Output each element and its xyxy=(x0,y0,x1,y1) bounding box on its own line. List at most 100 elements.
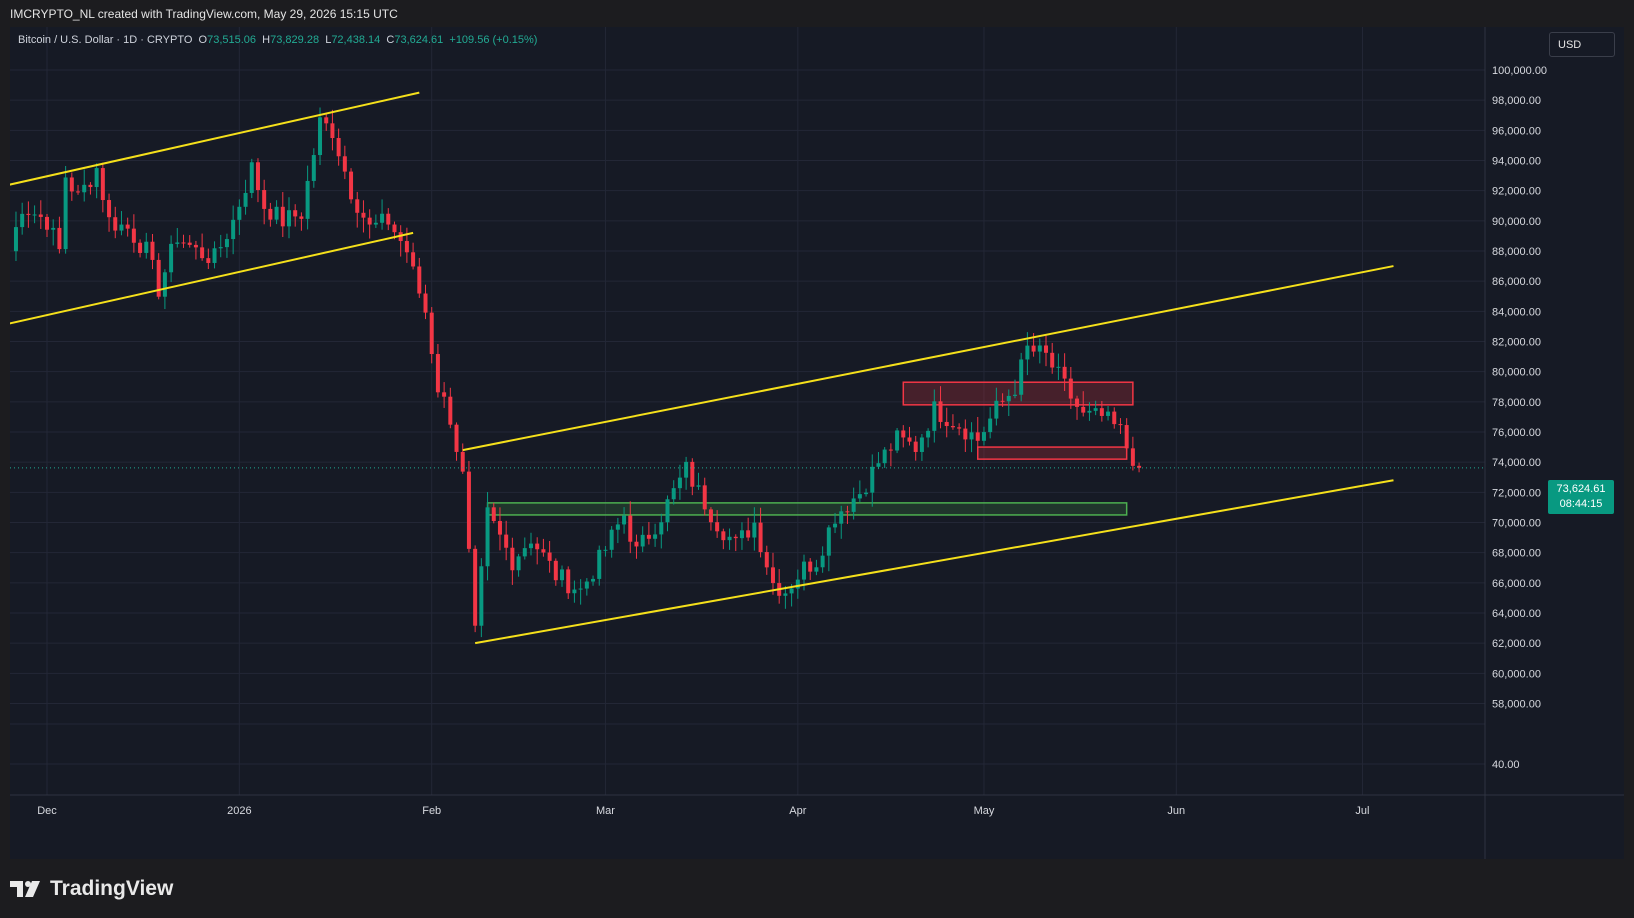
candle-body xyxy=(634,541,639,547)
price-axis-tick-label: 76,000.00 xyxy=(1492,427,1541,439)
candle-body xyxy=(380,213,385,223)
price-axis-tick-label: 72,000.00 xyxy=(1492,487,1541,499)
candle-body xyxy=(1099,408,1104,416)
candle-body xyxy=(361,212,366,218)
time-axis-label: Jul xyxy=(1355,805,1369,817)
candle-body xyxy=(572,589,577,594)
candle-body xyxy=(988,418,993,433)
candle-body xyxy=(131,228,136,243)
candle-body xyxy=(907,437,912,442)
candle-body xyxy=(448,396,453,425)
candle-body xyxy=(243,192,248,207)
candle-body xyxy=(249,162,254,193)
symbol-legend: Bitcoin / U.S. Dollar · 1D · CRYPTO O73,… xyxy=(18,34,537,46)
tradingview-logo[interactable]: TradingView xyxy=(10,877,173,901)
currency-button[interactable]: USD xyxy=(1549,32,1615,57)
price-axis-tick-label: 64,000.00 xyxy=(1492,608,1541,620)
candle-body xyxy=(435,354,440,393)
trendline xyxy=(462,265,1394,452)
candle-body xyxy=(1006,395,1011,402)
price-axis-tick-label: 74,000.00 xyxy=(1492,457,1541,469)
last-price-tag: 73,624.61 08:44:15 xyxy=(1548,480,1614,514)
price-axis-tick-label: 78,000.00 xyxy=(1492,397,1541,409)
candle-body xyxy=(38,214,43,217)
candle-body xyxy=(957,427,962,429)
candle-body xyxy=(975,432,980,441)
brand-name: TradingView xyxy=(50,877,174,900)
candle-body xyxy=(336,138,341,157)
candle-body xyxy=(100,168,105,201)
price-axis-tick-label: 58,000.00 xyxy=(1492,698,1541,710)
candle-body xyxy=(355,199,360,213)
candle-body xyxy=(1093,408,1098,411)
candle-body xyxy=(814,567,819,572)
candle-body xyxy=(63,177,68,250)
candle-body xyxy=(851,498,856,512)
last-price: 73,624.61 xyxy=(1556,483,1606,495)
price-axis-tick-label: 92,000.00 xyxy=(1492,186,1541,198)
candle-body xyxy=(919,437,924,452)
candle-body xyxy=(274,206,279,220)
candle-body xyxy=(1044,345,1049,353)
price-axis-tick-label: 90,000.00 xyxy=(1492,216,1541,228)
candle-body xyxy=(522,548,527,557)
candle-body xyxy=(1130,448,1135,466)
candle-body xyxy=(293,210,298,217)
candle-body xyxy=(1000,400,1005,402)
candle-body xyxy=(1019,359,1024,395)
price-axis-tick-label: 86,000.00 xyxy=(1492,276,1541,288)
candle-body xyxy=(460,451,465,472)
candle-body xyxy=(932,401,937,431)
candle-body xyxy=(1087,410,1092,413)
candle-body xyxy=(107,200,112,218)
candle-body xyxy=(411,252,416,267)
high-value: 73,829.28 xyxy=(270,34,320,46)
candle-body xyxy=(882,449,887,464)
candle-body xyxy=(1025,345,1030,360)
candle-body xyxy=(386,213,391,225)
candle-body xyxy=(994,400,999,419)
candle-body xyxy=(839,511,844,524)
candle-body xyxy=(535,543,540,550)
candle-body xyxy=(591,578,596,582)
bar-countdown: 08:44:15 xyxy=(1559,498,1603,510)
price-axis-tick-label: 100,000.00 xyxy=(1492,65,1547,77)
candle-body xyxy=(206,258,211,263)
candle-body xyxy=(20,213,25,228)
candle-body xyxy=(193,244,198,248)
price-axis-tick-label: 80,000.00 xyxy=(1492,367,1541,379)
candle-body xyxy=(1062,366,1067,379)
candle-body xyxy=(187,242,192,245)
candle-body xyxy=(789,588,794,594)
candlestick-chart[interactable]: 100,000.00 98,000.00 96,000.00 94,000.00 92,… xyxy=(10,27,1624,859)
candle-body xyxy=(175,242,180,244)
candle-body xyxy=(826,527,831,556)
candle-body xyxy=(938,401,943,422)
candle-body xyxy=(231,219,236,240)
candle-body xyxy=(299,216,304,219)
high-label: H xyxy=(262,34,271,46)
candle-body xyxy=(560,569,565,581)
chart-panel[interactable]: 100,000.00 98,000.00 96,000.00 94,000.00 92,… xyxy=(10,27,1624,859)
candle-body xyxy=(349,171,354,200)
candle-body xyxy=(708,509,713,523)
candle-body xyxy=(876,463,881,467)
candle-body xyxy=(541,549,546,553)
price-axis-tick-label: 96,000.00 xyxy=(1492,125,1541,137)
trendline xyxy=(10,91,420,186)
candle-body xyxy=(870,466,875,493)
candle-body xyxy=(113,217,118,231)
candle-body xyxy=(169,243,174,273)
candle-body xyxy=(659,522,664,535)
candle-body xyxy=(969,432,974,440)
price-axis-tick-label: 62,000.00 xyxy=(1492,638,1541,650)
candle-body xyxy=(895,430,900,451)
candle-body xyxy=(671,488,676,500)
candle-body xyxy=(653,534,658,539)
candle-body xyxy=(69,177,74,192)
change-value: +109.56 (+0.15%) xyxy=(449,34,538,46)
candle-body xyxy=(721,531,726,541)
candle-body xyxy=(758,522,763,553)
candle-body xyxy=(479,566,484,626)
time-axis-label: Apr xyxy=(789,805,806,817)
